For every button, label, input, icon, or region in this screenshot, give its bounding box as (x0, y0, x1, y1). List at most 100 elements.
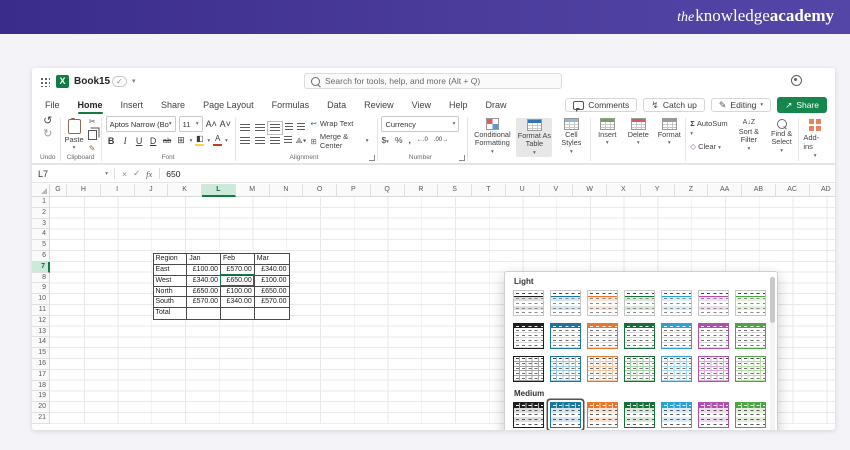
table-style-medium-5-cyan[interactable] (661, 402, 692, 428)
cell[interactable]: Region (153, 254, 188, 265)
row-header-15[interactable]: 15 (32, 348, 50, 359)
cell[interactable]: £570.00 (221, 264, 255, 276)
currency-format-button[interactable]: $▾ (381, 135, 389, 145)
cell[interactable] (221, 308, 255, 319)
cell[interactable]: £340.00 (187, 275, 221, 287)
cell[interactable]: East (153, 264, 188, 276)
column-header-Y[interactable]: Y (640, 184, 675, 197)
row-header-9[interactable]: 9 (32, 283, 50, 295)
cell[interactable]: Jan (187, 254, 221, 265)
column-header-M[interactable]: M (235, 184, 270, 197)
cell[interactable]: £340.00 (254, 264, 289, 276)
font-size-select[interactable]: 11 ▾ (178, 116, 203, 132)
column-header-AB[interactable]: AB (742, 184, 776, 197)
cell[interactable]: £340.00 (221, 297, 255, 309)
column-header-X[interactable]: X (607, 184, 641, 197)
table-style-light-12-cyan[interactable] (661, 323, 692, 349)
column-header-W[interactable]: W (573, 184, 607, 197)
table-style-light-6-magenta[interactable] (698, 290, 729, 316)
grow-font-button[interactable]: A˄ (205, 119, 217, 129)
add-ins-button[interactable]: Add-ins (803, 133, 820, 151)
table-style-medium-3-orange[interactable] (587, 402, 618, 428)
borders-button[interactable]: ⊞ (177, 135, 185, 145)
cell[interactable] (254, 308, 289, 319)
number-format-select[interactable]: Currency ▾ (381, 116, 460, 132)
increase-decimal-button[interactable]: ←.0 (416, 137, 428, 143)
formula-input[interactable]: 650 (166, 168, 181, 179)
cell[interactable]: Feb (221, 254, 255, 265)
tab-share[interactable]: Share (161, 100, 186, 110)
search-input[interactable]: Search for tools, help, and more (Alt + … (304, 73, 562, 89)
table-style-light-1-gray[interactable] (513, 290, 544, 316)
strikethrough-button[interactable]: ab (162, 136, 172, 145)
tab-formulas[interactable]: Formulas (271, 100, 310, 110)
column-header-I[interactable]: I (100, 184, 135, 197)
align-bottom-button[interactable] (266, 121, 283, 135)
tab-home[interactable]: Home (71, 98, 110, 114)
column-header-AC[interactable]: AC (775, 184, 810, 197)
cell[interactable]: Total (153, 308, 188, 319)
tab-view[interactable]: View (411, 100, 432, 110)
cut-button[interactable]: ✂ (88, 116, 96, 126)
undo-button[interactable]: ↺ (43, 115, 53, 127)
table-style-light-9-teal[interactable] (550, 323, 581, 349)
tab-insert[interactable]: Insert (120, 100, 144, 110)
insert-cells-button[interactable]: Insert ▾ (595, 118, 619, 147)
row-header-14[interactable]: 14 (32, 337, 50, 349)
column-header-AA[interactable]: AA (708, 184, 742, 197)
table-style-medium-2-teal[interactable] (550, 402, 581, 428)
cell[interactable]: Mar (254, 254, 289, 265)
table-style-light-10-orange[interactable] (587, 323, 618, 349)
align-right-button[interactable] (269, 137, 280, 145)
row-header-10[interactable]: 10 (32, 294, 50, 305)
format-painter-button[interactable]: ✎ (88, 143, 96, 153)
column-header-L[interactable]: L (202, 184, 236, 197)
copy-button[interactable] (87, 129, 97, 140)
row-header-7[interactable]: 7 (32, 261, 50, 273)
column-header-U[interactable]: U (505, 184, 540, 197)
conditional-formatting-button[interactable]: Conditional Formatting ▾ (472, 118, 512, 155)
row-header-18[interactable]: 18 (32, 380, 50, 392)
format-cells-button[interactable]: Format ▾ (657, 118, 681, 147)
table-style-medium-6-magenta[interactable] (698, 402, 729, 428)
table-style-medium-7-lime[interactable] (735, 402, 766, 428)
fill-color-button[interactable]: ◧ (195, 135, 205, 146)
cell[interactable]: £650.00 (254, 286, 289, 298)
column-header-Z[interactable]: Z (674, 184, 709, 197)
editing-mode-button[interactable]: ✎ Editing ▾ (710, 98, 772, 112)
settings-gear-icon[interactable] (791, 75, 802, 86)
column-header-S[interactable]: S (438, 184, 472, 197)
cell[interactable]: £650.00 (187, 286, 221, 298)
column-header-P[interactable]: P (337, 184, 371, 197)
column-header-G[interactable]: G (50, 184, 67, 197)
shrink-font-button[interactable]: A˅ (219, 119, 231, 129)
cell-styles-button[interactable]: Cell Styles ▾ (556, 118, 586, 155)
table-style-light-18-green[interactable] (624, 356, 655, 382)
catch-up-button[interactable]: ↯ Catch up (643, 98, 705, 112)
align-left-button[interactable] (239, 137, 250, 145)
column-header-R[interactable]: R (404, 184, 439, 197)
table-style-light-3-orange[interactable] (587, 290, 618, 316)
confirm-entry-icon[interactable]: ✓ (132, 168, 141, 178)
increase-indent-button[interactable] (297, 123, 306, 131)
column-header-O[interactable]: O (303, 184, 337, 197)
share-button[interactable]: ↗ Share (777, 97, 827, 113)
row-header-4[interactable]: 4 (32, 229, 50, 241)
table-style-medium-1-gray[interactable] (513, 402, 544, 428)
find-select-button[interactable]: Find & Select ▾ (769, 119, 795, 154)
row-header-5[interactable]: 5 (32, 240, 50, 251)
select-all-corner[interactable] (32, 184, 50, 197)
decrease-decimal-button[interactable]: .00→ (433, 137, 449, 143)
column-header-N[interactable]: N (269, 184, 304, 197)
table-style-light-21-lime[interactable] (735, 356, 766, 382)
workbook-title[interactable]: Book15 (74, 76, 111, 87)
cell[interactable]: West (153, 275, 188, 287)
row-header-8[interactable]: 8 (32, 272, 50, 284)
alignment-dialog-launcher[interactable] (368, 155, 375, 161)
cell[interactable]: £100.00 (254, 275, 289, 287)
cancel-entry-icon[interactable]: × (122, 168, 127, 179)
column-header-H[interactable]: H (67, 184, 101, 197)
cell[interactable]: South (153, 297, 188, 309)
row-header-6[interactable]: 6 (32, 250, 50, 262)
row-header-3[interactable]: 3 (32, 218, 50, 230)
